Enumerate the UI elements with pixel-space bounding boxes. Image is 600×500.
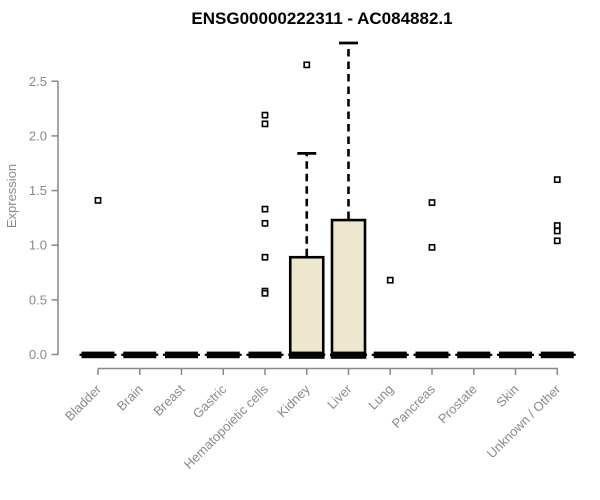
boxes-layer — [79, 41, 576, 359]
median-bar — [290, 351, 324, 359]
outlier-point — [553, 237, 561, 245]
median-bar — [248, 351, 282, 359]
median-bar — [457, 351, 491, 359]
x-tick-label: Unknown / Other — [484, 381, 564, 461]
outlier-point — [303, 61, 311, 69]
outlier-point — [553, 227, 561, 235]
y-tick-label: 0.5 — [29, 292, 47, 307]
outlier-point — [553, 176, 561, 184]
median-bar — [499, 351, 532, 359]
median-bar — [540, 351, 574, 359]
x-tick-label: Brain — [114, 382, 146, 414]
x-tick-label: Pancreas — [389, 381, 439, 431]
outlier-point — [261, 120, 269, 128]
x-tick-label: Bladder — [62, 381, 105, 424]
median-bar — [332, 351, 365, 359]
outlier-point — [261, 219, 269, 227]
chart-title: ENSG00000222311 - AC084882.1 — [191, 9, 452, 28]
y-tick-label: 2.0 — [29, 128, 47, 143]
outlier-point — [553, 222, 561, 229]
median-bar — [123, 351, 157, 359]
median-bar — [373, 351, 407, 359]
outlier-point — [261, 289, 269, 297]
outlier-point — [94, 196, 102, 204]
median-bar — [81, 351, 115, 359]
x-tick-label: Liver — [324, 381, 355, 412]
outlier-point — [261, 111, 269, 119]
y-tick-label: 2.5 — [29, 74, 47, 89]
median-bar — [165, 351, 198, 359]
x-tick-label: Prostate — [435, 382, 480, 427]
x-tick-label: Kidney — [274, 381, 313, 420]
outlier-point — [261, 205, 269, 213]
box — [288, 255, 325, 359]
outlier-point — [428, 199, 436, 206]
median-bar — [206, 351, 240, 359]
outlier-point — [428, 243, 436, 251]
box — [330, 218, 367, 359]
x-tick-label: Lung — [365, 382, 396, 413]
median-bar — [415, 351, 449, 359]
y-tick-label: 0.0 — [29, 347, 47, 362]
x-tick-label: Skin — [493, 382, 521, 410]
x-tick-label: Breast — [150, 381, 187, 418]
y-tick-label: 1.0 — [29, 238, 47, 253]
outlier-point — [261, 253, 269, 261]
x-tick-label: Gastric — [190, 381, 230, 421]
y-axis-label: Expression — [4, 164, 19, 228]
y-tick-label: 1.5 — [29, 183, 47, 198]
outlier-point — [386, 276, 394, 284]
